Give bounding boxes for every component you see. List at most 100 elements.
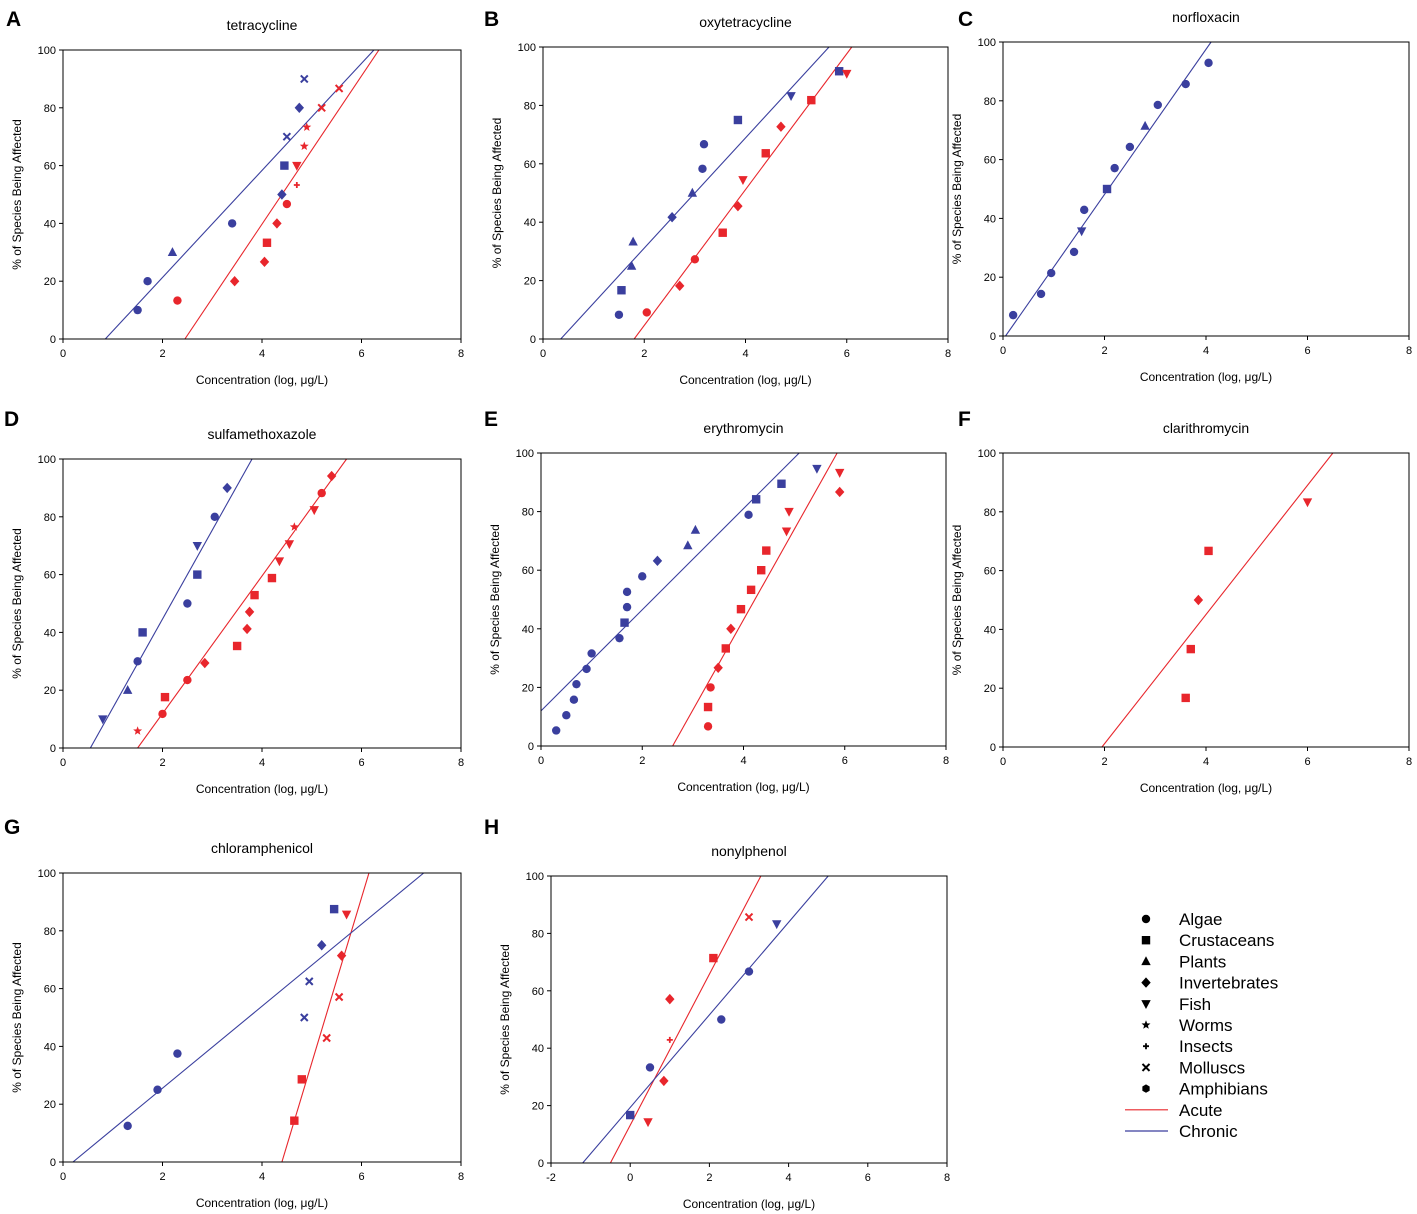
- chronic-point: [1153, 100, 1162, 110]
- panel-label: B: [484, 8, 499, 31]
- y-tick-label: 60: [524, 159, 536, 171]
- acute-point: [272, 218, 282, 229]
- x-axis-label: Concentration (log, μg/L): [196, 1196, 328, 1210]
- y-tick-label: 40: [44, 1041, 56, 1053]
- plot-frame: [1002, 452, 1410, 748]
- panel-label: G: [4, 816, 20, 839]
- x-tick-label: 8: [1406, 345, 1412, 357]
- legend: Algae Crustaceans Plants Invertebrates Fish W…: [1125, 910, 1278, 1141]
- chronic-point: [227, 219, 237, 228]
- chronic-point: [133, 305, 142, 315]
- x-tick-label: 6: [1304, 756, 1310, 768]
- acute-point: [718, 228, 727, 237]
- acute-point: [762, 546, 771, 555]
- acute-point: [317, 488, 326, 498]
- y-tick-label: 40: [984, 213, 996, 225]
- y-tick-label: 80: [524, 100, 536, 112]
- y-tick-label: 100: [38, 868, 56, 880]
- chronic-point: [133, 657, 142, 666]
- x-tick-label: 4: [1203, 756, 1209, 768]
- x-tick-label: 6: [358, 348, 364, 360]
- acute-point: [665, 993, 675, 1005]
- acute-point: [1204, 546, 1213, 556]
- chronic-point: [277, 189, 287, 200]
- acute-point: [726, 623, 736, 634]
- chronic-point: [638, 572, 647, 581]
- chronic-point: [614, 310, 624, 319]
- y-tick-label: 60: [44, 161, 56, 173]
- chronic-point: [1047, 268, 1056, 278]
- acute-point: [326, 470, 337, 482]
- chronic-point: [582, 664, 591, 674]
- acute-point: [659, 1075, 669, 1087]
- y-tick-label: 40: [44, 627, 56, 639]
- chronic-point: [1076, 227, 1087, 237]
- chronic-point: [687, 187, 698, 197]
- panel-title: nonylphenol: [711, 843, 787, 859]
- y-tick-label: 60: [532, 986, 544, 998]
- y-tick-label: 80: [44, 926, 56, 938]
- x-axis-label: Concentration (log, μg/L): [679, 373, 811, 387]
- acute-point: [703, 702, 713, 712]
- chronic-point: [834, 67, 844, 76]
- x-tick-label: 6: [842, 755, 848, 767]
- chronic-point: [1110, 163, 1119, 173]
- x-tick-label: 2: [639, 755, 645, 767]
- panel-label: A: [6, 8, 21, 31]
- y-axis-label: % of Species Being Affected: [10, 119, 24, 270]
- y-tick-label: 0: [50, 1157, 56, 1169]
- acute-point: [706, 683, 715, 692]
- acute-point: [289, 522, 299, 531]
- chronic-point: [626, 260, 637, 270]
- chronic-point: [615, 633, 624, 643]
- y-axis-label: % of Species Being Affected: [490, 118, 504, 269]
- chronic-point: [294, 102, 305, 113]
- legend-circle-icon: [1141, 914, 1151, 924]
- chronic-point: [222, 482, 232, 494]
- x-tick-label: 8: [945, 348, 951, 360]
- x-tick-label: 2: [1101, 345, 1107, 357]
- legend-square-icon: [1141, 936, 1151, 945]
- panel-title: oxytetracycline: [699, 14, 792, 30]
- chronic-point: [622, 587, 632, 597]
- chronic-point: [698, 164, 707, 173]
- acute-fit-line: [1101, 453, 1334, 747]
- acute-point: [299, 141, 309, 151]
- y-tick-label: 20: [524, 276, 536, 288]
- x-tick-label: 8: [1406, 756, 1412, 768]
- acute-point: [334, 992, 344, 1002]
- chronic-fit-line: [582, 876, 829, 1163]
- y-tick-label: 20: [44, 276, 56, 288]
- x-tick-label: 2: [159, 757, 165, 769]
- acute-point: [746, 585, 756, 595]
- legend-label: Plants: [1179, 952, 1226, 971]
- x-tick-label: 0: [627, 1172, 633, 1184]
- y-tick-label: 80: [984, 96, 996, 108]
- acute-point: [781, 527, 792, 537]
- acute-point: [666, 1036, 673, 1043]
- chronic-point: [569, 695, 579, 704]
- acute-point: [292, 161, 302, 171]
- legend-label: Worms: [1179, 1016, 1233, 1035]
- chronic-point: [772, 920, 782, 930]
- panel-title: norfloxacin: [1172, 9, 1240, 25]
- y-tick-label: 40: [44, 218, 56, 230]
- acute-point: [674, 280, 685, 292]
- acute-point: [250, 590, 259, 600]
- acute-point: [183, 675, 192, 685]
- panel-label: H: [484, 816, 499, 839]
- acute-point: [757, 566, 766, 575]
- legend-x-icon: [1141, 1063, 1151, 1072]
- x-tick-label: 4: [740, 755, 746, 767]
- acute-point: [834, 486, 845, 498]
- y-tick-label: 100: [516, 448, 534, 460]
- acute-point: [642, 308, 651, 317]
- y-tick-label: 40: [524, 217, 536, 229]
- chronic-point: [1036, 289, 1046, 299]
- y-tick-label: 20: [44, 685, 56, 697]
- acute-point: [133, 726, 143, 735]
- x-axis-label: Concentration (log, μg/L): [683, 1197, 815, 1211]
- panel-title: tetracycline: [227, 17, 298, 33]
- chronic-point: [744, 510, 753, 520]
